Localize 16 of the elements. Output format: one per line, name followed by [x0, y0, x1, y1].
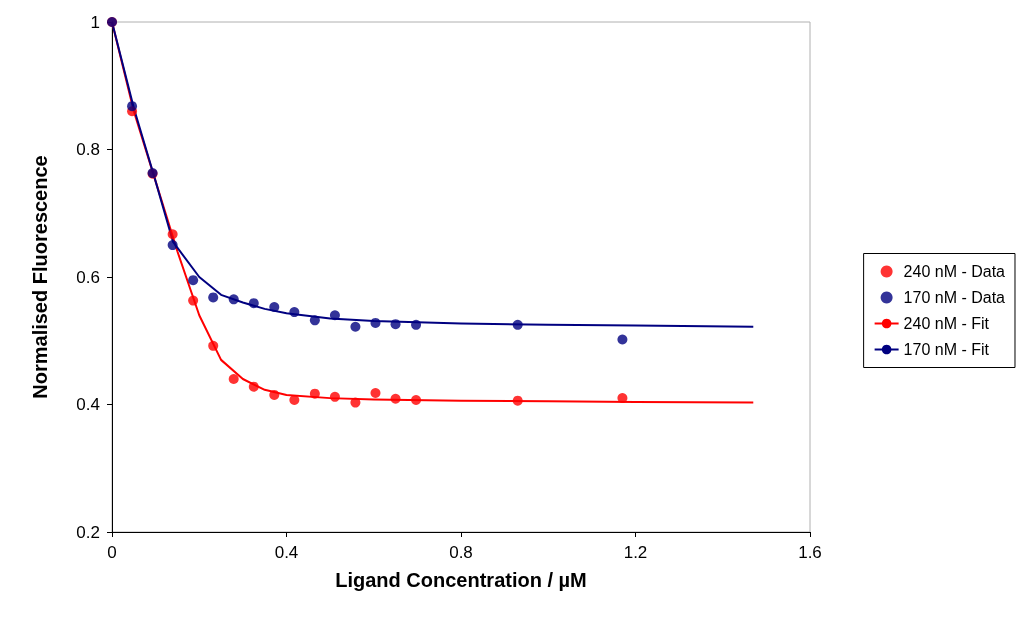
x-tick-label: 0.8 — [449, 543, 473, 562]
legend-label: 240 nM - Data — [903, 263, 1006, 280]
y-tick-label: 0.2 — [76, 522, 100, 542]
y-tick-label: 0.4 — [76, 395, 100, 414]
legend-label: 170 nM - Fit — [903, 341, 990, 358]
y-tick-label: 1 — [90, 12, 100, 32]
legend-label: 240 nM - Fit — [903, 315, 990, 332]
y-tick-label: 0.6 — [76, 267, 100, 287]
x-tick-label: 1.6 — [798, 543, 822, 562]
x-tick-label: 1.2 — [623, 543, 648, 562]
legend-label: 170 nM - Data — [903, 289, 1006, 306]
x-axis-title: Ligand Concentration / µM — [335, 569, 587, 591]
x-tick-label: 0.4 — [274, 543, 299, 562]
y-axis-title: Normalised Fluorescence — [29, 155, 51, 399]
x-tick-label: 0 — [107, 543, 117, 562]
y-tick-label: 0.8 — [76, 140, 100, 159]
